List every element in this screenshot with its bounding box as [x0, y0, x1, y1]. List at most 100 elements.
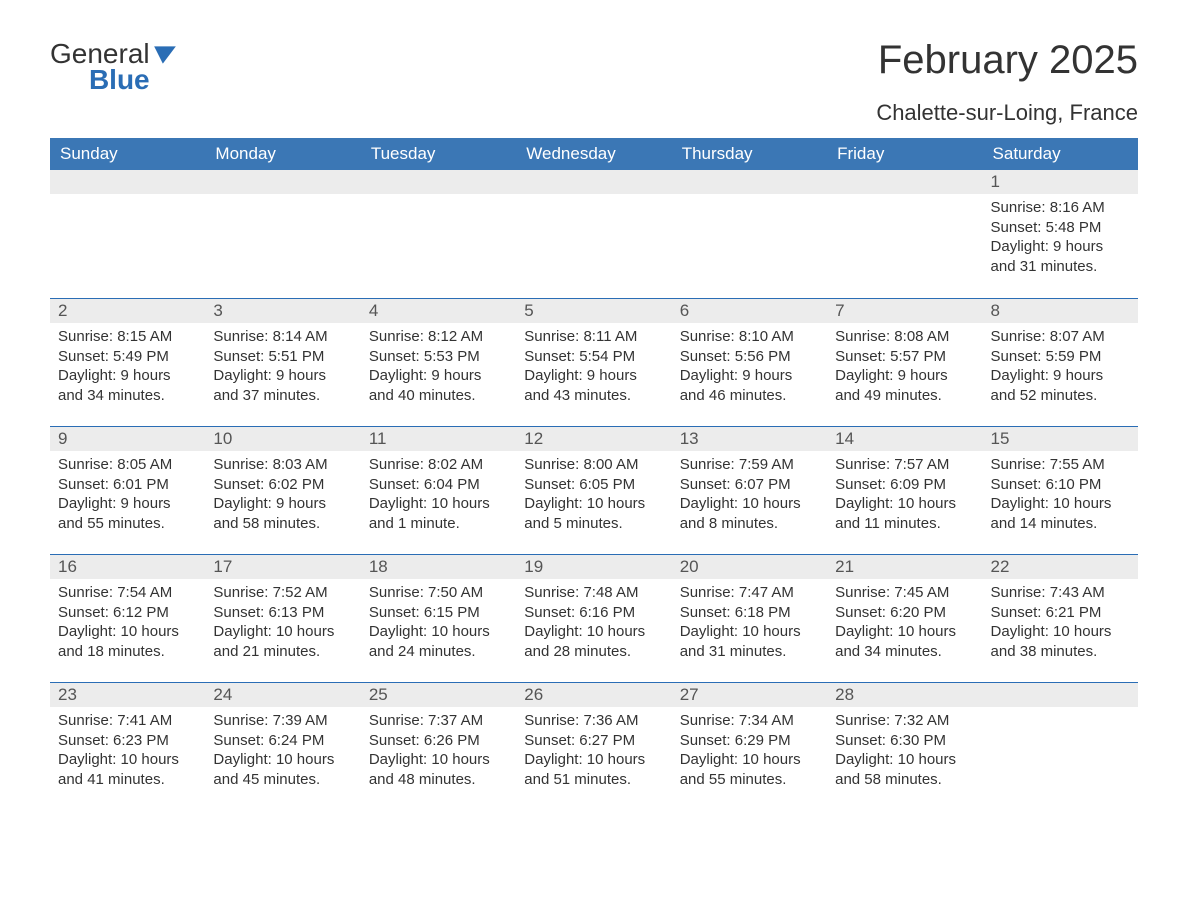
day-number-row: 4: [361, 298, 516, 323]
day-number-row: 1: [983, 170, 1138, 194]
calendar-week-row: 16Sunrise: 7:54 AMSunset: 6:12 PMDayligh…: [50, 554, 1138, 682]
day-number-row: 17: [205, 554, 360, 579]
day-number-row: 26: [516, 682, 671, 707]
calendar-cell: 21 Sunrise: 7:45 AMSunset: 6:20 PMDayligh…: [827, 554, 982, 682]
calendar-cell: 19Sunrise: 7:48 AMSunset: 6:16 PMDayligh…: [516, 554, 671, 682]
day-body: Sunrise: 7:47 AMSunset: 6:18 PMDaylight:…: [672, 579, 827, 669]
daylight-text: Daylight: 9 hours and 58 minutes.: [213, 494, 352, 533]
daylight-text: Daylight: 10 hours and 31 minutes.: [680, 622, 819, 661]
calendar-cell: 15Sunrise: 7:55 AMSunset: 6:10 PMDayligh…: [983, 426, 1138, 554]
day-body: Sunrise: 8:10 AMSunset: 5:56 PMDaylight:…: [672, 323, 827, 413]
day-body: Sunrise: 8:05 AMSunset: 6:01 PMDaylight:…: [50, 451, 205, 541]
sunset-text: Sunset: 6:04 PM: [369, 475, 508, 495]
calendar-cell: 3Sunrise: 8:14 AMSunset: 5:51 PMDaylight…: [205, 298, 360, 426]
day-number-row: 27: [672, 682, 827, 707]
logo-word2: Blue: [50, 66, 150, 94]
day-body: Sunrise: 7:52 AMSunset: 6:13 PMDaylight:…: [205, 579, 360, 669]
daylight-text: Daylight: 9 hours and 46 minutes.: [680, 366, 819, 405]
weekday-header-row: SundayMondayTuesdayWednesdayThursdayFrid…: [50, 138, 1138, 170]
sunrise-text: Sunrise: 7:36 AM: [524, 711, 663, 731]
sunset-text: Sunset: 6:20 PM: [835, 603, 974, 623]
daylight-text: Daylight: 9 hours and 34 minutes.: [58, 366, 197, 405]
calendar-cell: 28Sunrise: 7:32 AMSunset: 6:30 PMDayligh…: [827, 682, 982, 810]
sunset-text: Sunset: 6:13 PM: [213, 603, 352, 623]
day-body: Sunrise: 7:34 AMSunset: 6:29 PMDaylight:…: [672, 707, 827, 797]
day-body: Sunrise: 7:41 AMSunset: 6:23 PMDaylight:…: [50, 707, 205, 797]
day-number-row: [672, 170, 827, 194]
day-number-row: 22: [983, 554, 1138, 579]
sunset-text: Sunset: 5:57 PM: [835, 347, 974, 367]
day-number-row: 6: [672, 298, 827, 323]
day-body: Sunrise: 7:36 AMSunset: 6:27 PMDaylight:…: [516, 707, 671, 797]
sunset-text: Sunset: 6:12 PM: [58, 603, 197, 623]
day-body: Sunrise: 7:54 AMSunset: 6:12 PMDaylight:…: [50, 579, 205, 669]
calendar-week-row: 23Sunrise: 7:41 AMSunset: 6:23 PMDayligh…: [50, 682, 1138, 810]
calendar-cell: 23Sunrise: 7:41 AMSunset: 6:23 PMDayligh…: [50, 682, 205, 810]
sunrise-text: Sunrise: 7:47 AM: [680, 583, 819, 603]
day-number-row: 12: [516, 426, 671, 451]
sunset-text: Sunset: 6:09 PM: [835, 475, 974, 495]
sunset-text: Sunset: 5:48 PM: [991, 218, 1130, 238]
day-body: Sunrise: 8:11 AMSunset: 5:54 PMDaylight:…: [516, 323, 671, 413]
calendar-cell: [516, 170, 671, 298]
sunset-text: Sunset: 6:07 PM: [680, 475, 819, 495]
calendar-cell: 13Sunrise: 7:59 AMSunset: 6:07 PMDayligh…: [672, 426, 827, 554]
sunset-text: Sunset: 6:18 PM: [680, 603, 819, 623]
day-number-row: 21: [827, 554, 982, 579]
daylight-text: Daylight: 10 hours and 34 minutes.: [835, 622, 974, 661]
day-number-row: 18: [361, 554, 516, 579]
sunset-text: Sunset: 6:30 PM: [835, 731, 974, 751]
calendar-cell: [361, 170, 516, 298]
day-number-row: 25: [361, 682, 516, 707]
page-subtitle: Chalette-sur-Loing, France: [50, 100, 1138, 126]
day-number-row: 28: [827, 682, 982, 707]
day-number-row: 23: [50, 682, 205, 707]
logo-flag-icon: [152, 42, 178, 68]
page-title: February 2025: [878, 40, 1138, 80]
sunrise-text: Sunrise: 7:34 AM: [680, 711, 819, 731]
day-body: Sunrise: 8:15 AMSunset: 5:49 PMDaylight:…: [50, 323, 205, 413]
weekday-header: Sunday: [50, 138, 205, 170]
calendar-cell: 10Sunrise: 8:03 AMSunset: 6:02 PMDayligh…: [205, 426, 360, 554]
daylight-text: Daylight: 10 hours and 5 minutes.: [524, 494, 663, 533]
day-body: Sunrise: 8:00 AMSunset: 6:05 PMDaylight:…: [516, 451, 671, 541]
daylight-text: Daylight: 9 hours and 31 minutes.: [991, 237, 1130, 276]
sunrise-text: Sunrise: 7:32 AM: [835, 711, 974, 731]
calendar-cell: 5Sunrise: 8:11 AMSunset: 5:54 PMDaylight…: [516, 298, 671, 426]
daylight-text: Daylight: 10 hours and 58 minutes.: [835, 750, 974, 789]
calendar-cell: 17Sunrise: 7:52 AMSunset: 6:13 PMDayligh…: [205, 554, 360, 682]
day-number-row: 19: [516, 554, 671, 579]
day-number-row: 9: [50, 426, 205, 451]
calendar-cell: [827, 170, 982, 298]
daylight-text: Daylight: 9 hours and 52 minutes.: [991, 366, 1130, 405]
day-number-row: [361, 170, 516, 194]
calendar-cell: [983, 682, 1138, 810]
day-body: Sunrise: 7:48 AMSunset: 6:16 PMDaylight:…: [516, 579, 671, 669]
day-number-row: 8: [983, 298, 1138, 323]
calendar-cell: 6Sunrise: 8:10 AMSunset: 5:56 PMDaylight…: [672, 298, 827, 426]
day-body: Sunrise: 7:55 AMSunset: 6:10 PMDaylight:…: [983, 451, 1138, 541]
day-number-row: 24: [205, 682, 360, 707]
daylight-text: Daylight: 10 hours and 45 minutes.: [213, 750, 352, 789]
day-body: Sunrise: 7:32 AMSunset: 6:30 PMDaylight:…: [827, 707, 982, 797]
day-body: Sunrise: 8:03 AMSunset: 6:02 PMDaylight:…: [205, 451, 360, 541]
day-number-row: 14: [827, 426, 982, 451]
sunrise-text: Sunrise: 8:15 AM: [58, 327, 197, 347]
daylight-text: Daylight: 9 hours and 43 minutes.: [524, 366, 663, 405]
sunset-text: Sunset: 5:56 PM: [680, 347, 819, 367]
calendar-week-row: 9Sunrise: 8:05 AMSunset: 6:01 PMDaylight…: [50, 426, 1138, 554]
day-number-row: 7: [827, 298, 982, 323]
day-number-row: [50, 170, 205, 194]
day-body: Sunrise: 7:43 AMSunset: 6:21 PMDaylight:…: [983, 579, 1138, 669]
sunrise-text: Sunrise: 7:45 AM: [835, 583, 974, 603]
sunset-text: Sunset: 5:59 PM: [991, 347, 1130, 367]
day-body: Sunrise: 8:02 AMSunset: 6:04 PMDaylight:…: [361, 451, 516, 541]
day-body: Sunrise: 7:39 AMSunset: 6:24 PMDaylight:…: [205, 707, 360, 797]
weekday-header: Thursday: [672, 138, 827, 170]
sunset-text: Sunset: 5:53 PM: [369, 347, 508, 367]
sunrise-text: Sunrise: 8:14 AM: [213, 327, 352, 347]
sunrise-text: Sunrise: 8:16 AM: [991, 198, 1130, 218]
sunset-text: Sunset: 5:51 PM: [213, 347, 352, 367]
day-body: Sunrise: 8:14 AMSunset: 5:51 PMDaylight:…: [205, 323, 360, 413]
daylight-text: Daylight: 10 hours and 14 minutes.: [991, 494, 1130, 533]
